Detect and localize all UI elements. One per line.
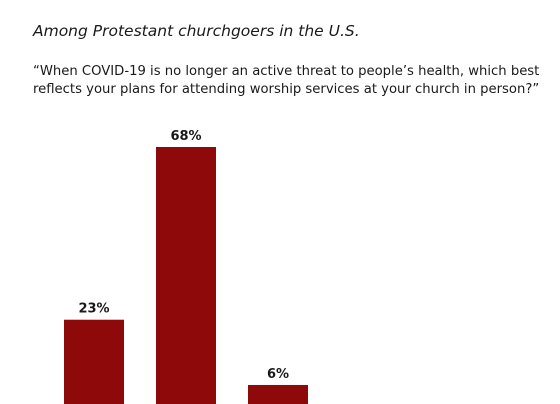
chart-subtitle: Among Protestant churchgoers in the U.S. <box>33 22 360 40</box>
bar-1-value-label: 23% <box>78 302 109 317</box>
bar-3-value-label: 6% <box>267 367 289 382</box>
bar-2 <box>156 147 216 404</box>
survey-question: “When COVID-19 is no longer an active th… <box>33 64 540 97</box>
bar-3 <box>248 384 308 404</box>
bar-2-value-label: 68% <box>170 129 201 144</box>
bar-1 <box>64 319 124 404</box>
